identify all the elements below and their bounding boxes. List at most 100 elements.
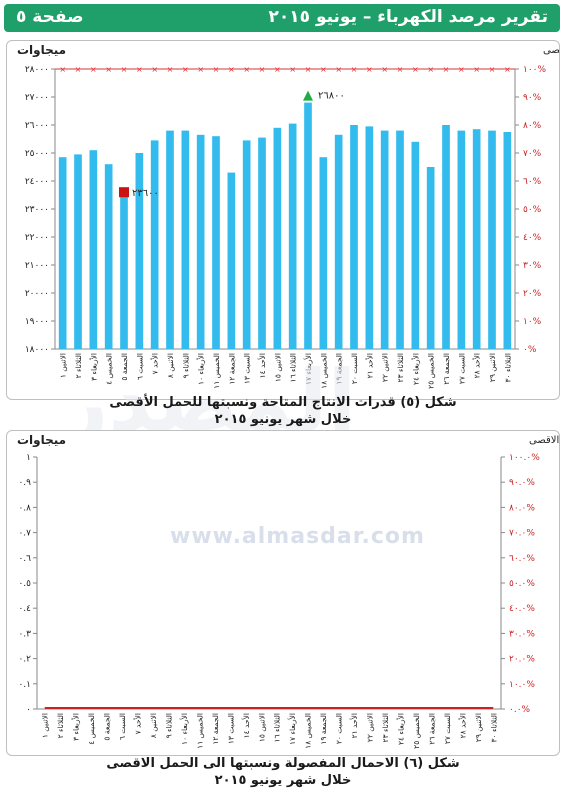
x-tick-label: الخميس ١٨ — [319, 353, 328, 389]
chart2-panel: ٠ ٠.١ ٠.٢ ٠.٣ ٠.٤ ٠.٥ ٠.٦ ٠.٧ ٠.٨ ٠.٩ ١ ٠.٠% ١٠.٠% ٢٠… — [6, 430, 566, 756]
x-tick-label: الأحد ٢٨ — [472, 353, 482, 378]
x-tick-label: الاثنين ٨ — [166, 353, 175, 378]
x-tick-label: السبت ٦ — [135, 353, 144, 380]
bar — [304, 102, 312, 349]
x-tick-label: الجمعة ١٢ — [211, 713, 220, 745]
x-tick-label: الثلاثاء ٢٣ — [396, 353, 405, 382]
percent-marker: × — [397, 65, 404, 74]
percent-marker: × — [289, 65, 296, 74]
x-tick-label: الاثنين ٢٢ — [366, 713, 375, 742]
percent-marker: × — [197, 65, 204, 74]
y-tick-label: ١ — [26, 453, 31, 463]
percent-marker: × — [351, 65, 358, 74]
x-tick-label: الأحد ٧ — [133, 713, 143, 734]
chart2-caption-line1: شكل (٦) الاحمال المفصولة ونسبتها الى الح… — [106, 756, 460, 771]
report-title: تقرير مرصد الكهرباء – يونيو ٢٠١٥ — [268, 7, 548, 27]
y-tick-label: ٠ — [26, 705, 31, 715]
x-tick-label: السبت ١٣ — [226, 713, 235, 744]
y-tick-label: ٠.٣ — [18, 629, 31, 639]
y2-tick-label: ٩٠.٠% — [509, 478, 535, 488]
x-tick-label: الثلاثاء ٣٠ — [489, 713, 498, 742]
y-tick-label: ٠.٧ — [18, 529, 31, 539]
percent-marker: × — [243, 65, 250, 74]
y-tick-label: ٢٧٠٠٠ — [25, 93, 49, 103]
percent-marker: × — [182, 65, 189, 74]
x-tick-label: الجمعة ٥ — [103, 713, 112, 741]
y-axis-title: ميجاوات — [17, 43, 66, 58]
x-tick-label: الأربعاء ١٠ — [196, 353, 206, 385]
y2-tick-label: ٧٠.٠% — [509, 529, 535, 539]
y2-tick-label: ١٠٠.٠% — [509, 453, 540, 463]
percent-marker: × — [274, 65, 281, 74]
watermark-url: www.almasdar.com — [170, 524, 425, 549]
y2-tick-label: ٣٠% — [523, 261, 542, 271]
bar — [166, 130, 174, 349]
y-tick-label: ١٩٠٠٠ — [25, 317, 49, 327]
x-tick-label: الاثنين ١ — [59, 353, 68, 378]
x-tick-label: الأحد ٢١ — [364, 353, 374, 378]
bar — [212, 136, 220, 349]
y-tick-label: ٢٦٠٠٠ — [25, 121, 49, 131]
percent-marker: × — [75, 65, 82, 74]
chart1-caption: شكل (٥) قدرات الانتاج المتاحة ونسبتها لل… — [0, 394, 566, 428]
x-tick-label: الأربعاء ٢٤ — [410, 353, 420, 385]
percent-marker: × — [259, 65, 266, 74]
percent-marker: × — [121, 65, 128, 74]
x-tick-label: الثلاثاء ١٦ — [289, 353, 298, 382]
y2-tick-label: ٠% — [523, 345, 537, 355]
x-tick-label: الاثنين ١٥ — [273, 353, 282, 382]
bar — [135, 153, 144, 349]
x-tick-label: الثلاثاء ٩ — [181, 353, 190, 378]
x-tick-label: الجمعة ١٩ — [319, 713, 328, 745]
bar — [380, 130, 389, 349]
x-tick-label: الأحد ٢١ — [349, 713, 359, 738]
y-tick-label: ٠.٤ — [18, 604, 31, 614]
y2-tick-label: ٢٠.٠% — [509, 655, 535, 665]
x-tick-label: الاثنين ١ — [41, 713, 50, 738]
percent-marker: × — [366, 65, 373, 74]
x-tick-label: الاثنين ٢٩ — [488, 353, 497, 382]
percent-marker: × — [305, 65, 312, 74]
y2-tick-label: ١٠٠% — [523, 65, 547, 75]
y-tick-label: ٢٤٠٠٠ — [25, 177, 49, 187]
y2-tick-label: ٣٠.٠% — [509, 629, 535, 639]
disconnected-loads-chart: ٠٠.١٠.٢٠.٣٠.٤٠.٥٠.٦٠.٧٠.٨٠.٩١٠.٠%١٠.٠%٢٠… — [17, 433, 566, 749]
y-tick-label: ٢٨٠٠٠ — [25, 65, 49, 75]
bar — [89, 150, 98, 349]
chart1-caption-line1: شكل (٥) قدرات الانتاج المتاحة ونسبتها لل… — [109, 395, 457, 410]
bar — [411, 141, 420, 349]
bar — [58, 157, 67, 349]
y2-tick-label: ٦٠% — [523, 177, 542, 187]
x-tick-label: السبت ٢٧ — [457, 353, 466, 384]
bar — [181, 130, 190, 349]
bar — [196, 134, 205, 349]
y2-tick-label: ٤٠.٠% — [509, 604, 535, 614]
x-tick-label: الخميس ٤ — [105, 353, 114, 385]
y2-tick-label: ٧٠% — [523, 149, 542, 159]
x-tick-label: الأحد ٧ — [150, 353, 160, 374]
x-tick-label: السبت ٢٠ — [335, 713, 344, 744]
y2-tick-label: ٠.٠% — [509, 705, 531, 715]
x-tick-label: الثلاثاء ٢٣ — [381, 713, 390, 742]
percent-marker: × — [59, 65, 66, 74]
chart1-panel: ١٨٠٠٠ ١٩٠٠٠ ٢٠٠٠٠ ٢١٠٠٠ ٢٢٠٠٠ ٢٣٠٠٠ ٢٤٠٠٠ ٢٥٠٠٠… — [6, 40, 566, 400]
percent-marker: × — [443, 65, 450, 74]
bar — [258, 137, 266, 349]
chart2-caption: شكل (٦) الاحمال المفصولة ونسبتها الى الح… — [0, 755, 566, 789]
production-capacity-chart: ١٨٠٠٠ ١٩٠٠٠ ٢٠٠٠٠ ٢١٠٠٠ ٢٢٠٠٠ ٢٣٠٠٠ ٢٤٠٠٠ ٢٥٠٠٠… — [17, 43, 566, 389]
page-number: صفحة ٥ — [16, 7, 84, 27]
bar — [273, 127, 282, 349]
bar — [104, 164, 113, 349]
percent-marker: × — [473, 65, 480, 74]
x-tick-label: الثلاثاء ١٦ — [273, 713, 282, 742]
x-tick-label: الاثنين ٢٩ — [474, 713, 483, 742]
percent-marker: × — [320, 65, 327, 74]
y2-axis-title: النسبة للحمل الاقصى — [543, 45, 559, 56]
y2-tick-label: ٦٠.٠% — [509, 554, 535, 564]
y2-tick-label: ١٠.٠% — [509, 680, 535, 690]
y2-tick-label: ٤٠% — [523, 233, 542, 243]
y2-tick-label: ٢٠% — [523, 289, 542, 299]
bar — [288, 123, 297, 349]
percent-marker: × — [136, 65, 143, 74]
y2-axis-title: النسبة للحمل الاقصى — [529, 435, 559, 446]
